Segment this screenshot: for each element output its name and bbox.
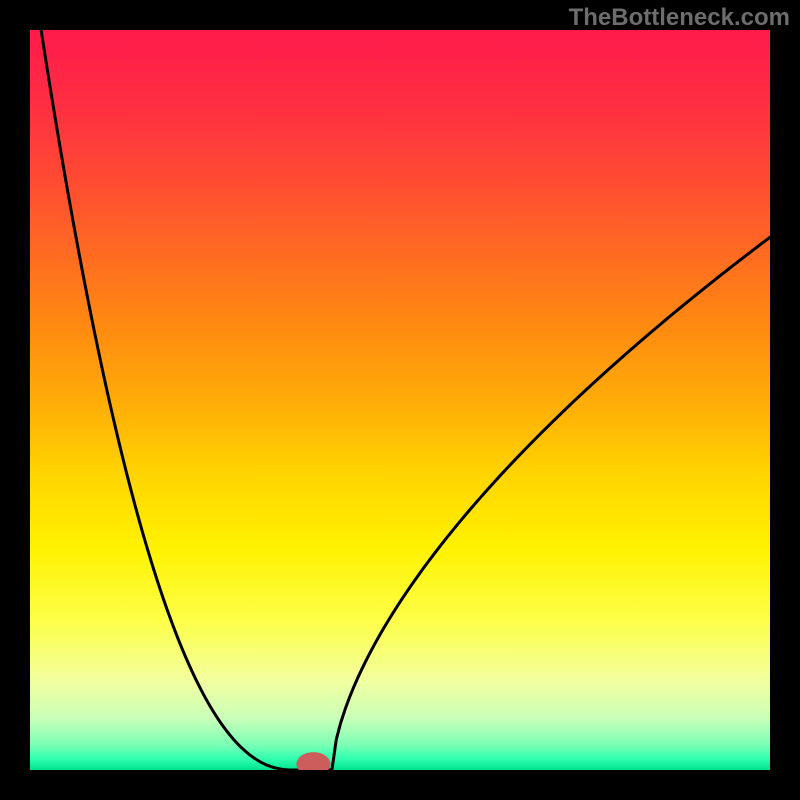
bottleneck-chart (0, 0, 800, 800)
gradient-background (30, 30, 770, 770)
watermark-text: TheBottleneck.com (569, 4, 790, 32)
chart-stage: TheBottleneck.com (0, 0, 800, 800)
